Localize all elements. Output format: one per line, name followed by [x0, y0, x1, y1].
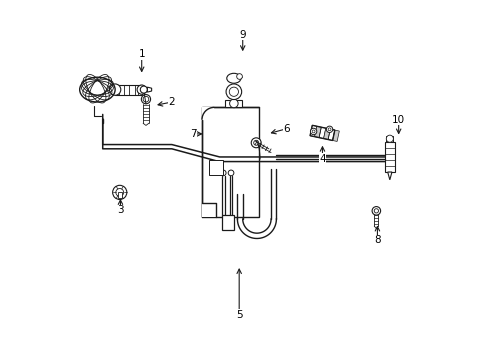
Bar: [115, 85, 142, 95]
Bar: [202, 107, 258, 217]
Circle shape: [220, 170, 225, 176]
Polygon shape: [387, 172, 391, 180]
Bar: [319, 127, 325, 139]
Text: 5: 5: [235, 310, 242, 320]
Bar: [332, 130, 339, 141]
Circle shape: [373, 209, 378, 213]
Circle shape: [325, 126, 332, 132]
Text: 3: 3: [117, 205, 123, 215]
Polygon shape: [147, 87, 151, 92]
Bar: [309, 125, 316, 137]
Bar: [327, 129, 334, 140]
Text: 4: 4: [319, 154, 325, 164]
Circle shape: [310, 128, 316, 135]
Text: 10: 10: [391, 115, 405, 125]
Bar: [202, 107, 214, 120]
Bar: [323, 128, 329, 140]
Circle shape: [137, 85, 146, 94]
Circle shape: [327, 128, 330, 131]
Circle shape: [141, 95, 150, 104]
Bar: [209, 159, 222, 175]
Text: 6: 6: [283, 123, 290, 134]
Circle shape: [143, 96, 148, 102]
Bar: [202, 203, 216, 217]
Circle shape: [112, 185, 126, 199]
Circle shape: [109, 84, 121, 95]
Circle shape: [371, 207, 380, 215]
Circle shape: [311, 130, 314, 133]
Bar: [118, 192, 121, 198]
Bar: [384, 142, 394, 172]
Circle shape: [140, 86, 147, 93]
Circle shape: [225, 84, 241, 100]
Bar: [225, 100, 242, 107]
Ellipse shape: [226, 73, 241, 83]
Text: 8: 8: [373, 235, 380, 245]
Circle shape: [253, 140, 258, 145]
Bar: [314, 126, 321, 138]
Bar: [222, 215, 233, 230]
Text: 2: 2: [168, 97, 175, 107]
Circle shape: [251, 138, 261, 148]
Text: 9: 9: [239, 30, 245, 40]
Circle shape: [386, 135, 392, 142]
Circle shape: [229, 99, 238, 108]
Bar: [309, 125, 334, 140]
Bar: [386, 135, 392, 142]
Text: 1: 1: [138, 49, 145, 59]
Circle shape: [236, 74, 242, 79]
Text: 7: 7: [189, 129, 196, 139]
Circle shape: [228, 170, 233, 176]
